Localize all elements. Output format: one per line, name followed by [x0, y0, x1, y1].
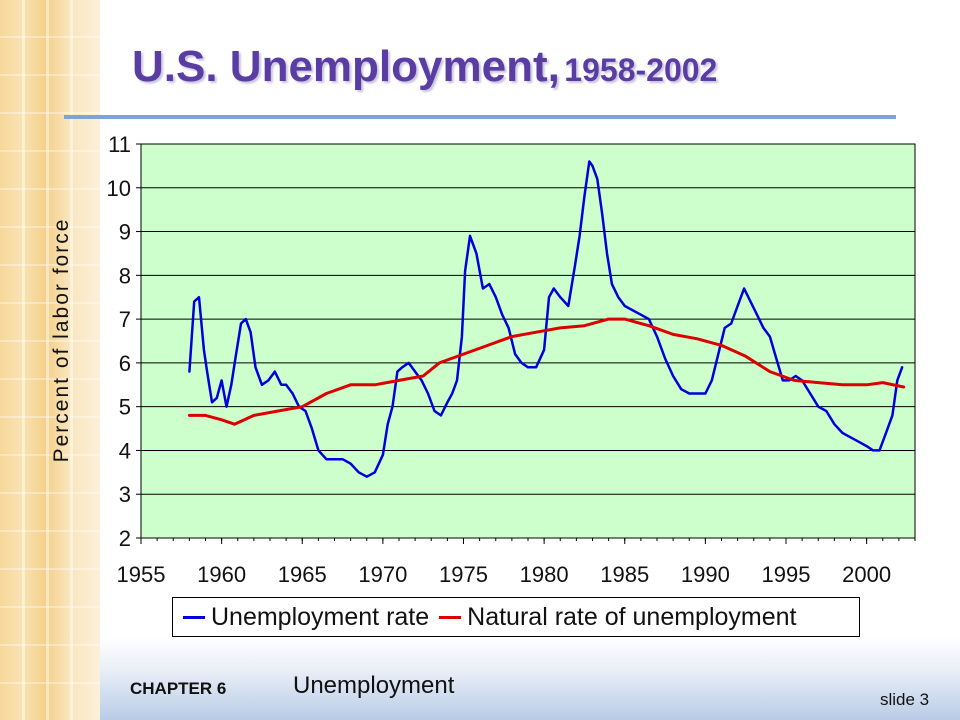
x-tick-label: 1965: [278, 562, 327, 587]
x-tick-label: 1960: [197, 562, 246, 587]
y-tick-label: 2: [119, 526, 131, 551]
stripe-line: [22, 0, 25, 720]
legend-swatch-natural-rate: [439, 615, 462, 619]
natural-rate-line: [187, 317, 906, 426]
y-tick-label: 3: [119, 482, 131, 507]
y-tick-label: 8: [119, 263, 131, 288]
y-tick-label: 4: [119, 438, 131, 463]
x-tick-label: 1980: [520, 562, 569, 587]
slide-title-main: U.S. Unemployment,: [132, 42, 560, 91]
plot-area: [141, 144, 915, 538]
x-tick-label: 1975: [439, 562, 488, 587]
legend-swatch-unemployment: [183, 615, 205, 619]
x-tick-label: 1990: [681, 562, 730, 587]
title-underline: [64, 115, 896, 119]
x-tick-label: 1995: [762, 562, 811, 587]
y-tick-label: 5: [119, 395, 131, 420]
y-tick-label: 9: [119, 220, 131, 245]
plot-frame: [140, 143, 916, 539]
chapter-topic: Unemployment: [293, 672, 455, 699]
x-tick-label: 1955: [117, 562, 166, 587]
chart-legend: Unemployment rate Natural rate of unempl…: [172, 597, 860, 637]
stripe-line: [46, 0, 49, 720]
unemployment-rate-line: [188, 160, 904, 478]
footer-band: [100, 636, 960, 720]
decorative-side-stripe: [0, 0, 100, 720]
chapter-label: CHAPTER 6: [130, 679, 227, 698]
slide-number: slide 3: [880, 690, 930, 709]
stripe-line: [70, 0, 73, 720]
legend-label-unemployment: Unemployment rate: [211, 602, 430, 631]
legend-item-unemployment: Unemployment rate: [183, 603, 429, 632]
slide-title-years: 1958-2002: [564, 52, 718, 88]
y-tick-label: 6: [119, 351, 131, 376]
slide-title: U.S. Unemployment, 1958-2002: [132, 42, 717, 92]
y-tick-label: 7: [119, 307, 131, 332]
legend-item-natural-rate: Natural rate of unemployment: [439, 602, 797, 632]
x-tick-label: 2000: [842, 562, 891, 587]
legend-label-natural-rate: Natural rate of unemployment: [467, 602, 797, 631]
x-tick-label: 1985: [600, 562, 649, 587]
y-tick-label: 11: [108, 132, 131, 157]
x-tick-label: 1970: [358, 562, 407, 587]
y-tick-label: 10: [107, 176, 131, 201]
